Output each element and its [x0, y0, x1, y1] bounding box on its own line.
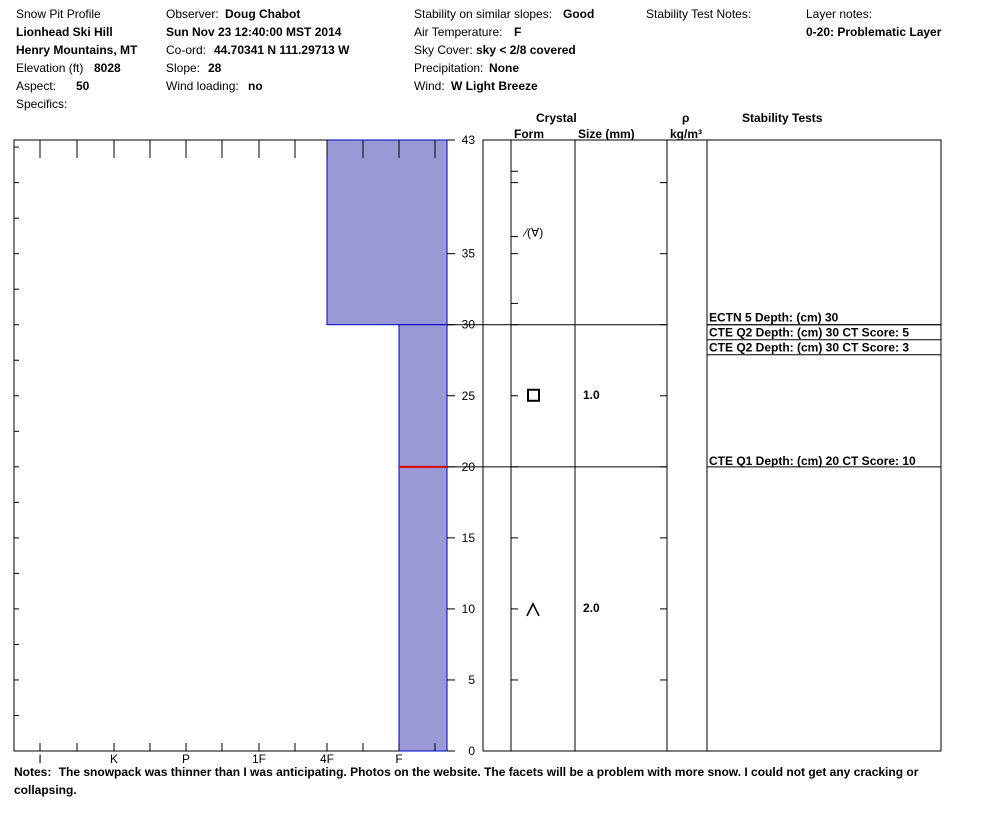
depth-tick-label-5: 5 [468, 673, 475, 687]
sky-cover-value: sky < 2/8 covered [476, 43, 576, 57]
stability-test-0: ECTN 5 Depth: (cm) 30 [709, 311, 839, 325]
profile-table-frame [482, 139, 942, 752]
crystal-form-symbol-1 [527, 388, 540, 402]
coord-label: Co-ord: [166, 43, 207, 57]
air-temp-value: F [514, 25, 522, 39]
stability-test-3: CTE Q1 Depth: (cm) 20 CT Score: 10 [709, 454, 916, 468]
depth-tick-label-10: 10 [462, 602, 476, 616]
sky-cover-label: Sky Cover: [414, 43, 473, 57]
size-header: Size (mm) [578, 127, 635, 141]
slope-value: 28 [208, 61, 222, 75]
hardness-tick-label-I: I [38, 752, 41, 766]
observer-label: Observer: [166, 7, 219, 21]
observation-datetime: Sun Nov 23 12:40:00 MST 2014 [166, 25, 342, 39]
crystal-size-1: 1.0 [583, 388, 600, 402]
notes-text: The snowpack was thinner than I was anti… [14, 765, 919, 797]
precipitation-label: Precipitation: [414, 61, 484, 75]
density-unit-header: kg/m³ [670, 127, 703, 141]
slope-label: Slope: [166, 61, 201, 75]
hardness-layer-0 [326, 139, 448, 326]
stability-test-notes-label: Stability Test Notes: [646, 7, 752, 21]
hardness-tick-label-P: P [182, 752, 190, 766]
stability-tests-header: Stability Tests [742, 111, 823, 125]
notes-label: Notes: [14, 765, 52, 779]
depth-tick-label-43: 43 [462, 133, 476, 147]
coord-value: 44.70341 N 111.29713 W [214, 43, 350, 57]
notes-section: Notes: The snowpack was thinner than I w… [14, 763, 934, 799]
depth-tick-label-0: 0 [468, 744, 475, 758]
precipitation-value: None [489, 61, 519, 75]
wind-label: Wind: [414, 79, 445, 93]
elevation-label: Elevation (ft) [16, 61, 84, 75]
hardness-tick-label-4F: 4F [320, 752, 334, 766]
crystal-size-2: 2.0 [583, 601, 600, 615]
location-name: Lionhead Ski Hill [16, 25, 113, 39]
aspect-label: Aspect: [16, 79, 57, 93]
wind-loading-value: no [248, 79, 263, 93]
layer-notes-label: Layer notes: [806, 7, 873, 21]
stability-test-2: CTE Q2 Depth: (cm) 30 CT Score: 3 [709, 341, 909, 355]
form-header: Form [514, 127, 544, 141]
stability-test-1: CTE Q2 Depth: (cm) 30 CT Score: 5 [709, 326, 909, 340]
mountain-range: Henry Mountains, MT [16, 43, 138, 57]
hardness-layer-1 [398, 324, 448, 752]
crystal-form-symbol-0: ∕(∀) [522, 225, 543, 239]
air-temp-label: Air Temperature: [414, 25, 503, 39]
aspect-value: 50 [76, 79, 90, 93]
depth-tick-label-35: 35 [462, 247, 476, 261]
stability-value: Good [563, 7, 595, 21]
elevation-value: 8028 [94, 61, 121, 75]
wind-loading-label: Wind loading: [166, 79, 239, 93]
wind-value: W Light Breeze [451, 79, 538, 93]
page-title: Snow Pit Profile [16, 7, 101, 21]
crystal-header: Crystal [536, 111, 577, 125]
depth-tick-label-25: 25 [462, 389, 476, 403]
crystal-form-symbol-2 [526, 602, 540, 617]
rho-header: ρ [682, 111, 690, 125]
layer-notes-value: 0-20: Problematic Layer [806, 25, 942, 39]
observer-value: Doug Chabot [225, 7, 301, 21]
hardness-tick-label-F: F [395, 752, 402, 766]
hardness-tick-label-1F: 1F [252, 752, 266, 766]
stability-label: Stability on similar slopes: [414, 7, 553, 21]
hardness-tick-label-K: K [110, 752, 118, 766]
specifics-label: Specifics: [16, 97, 68, 111]
depth-tick-label-15: 15 [462, 531, 476, 545]
